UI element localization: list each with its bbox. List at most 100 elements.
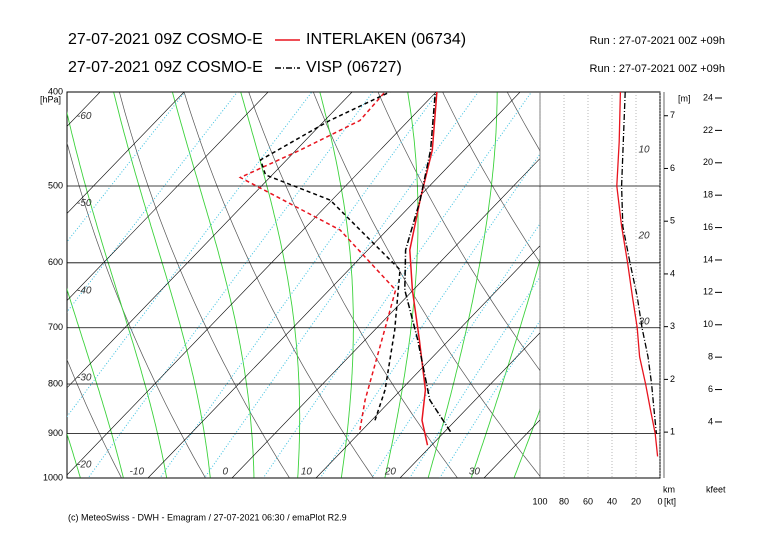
run-label: Run : 27-07-2021 00Z +09h [590,35,725,47]
model-label: 27-07-2021 09Z COSMO-E [68,31,263,48]
moist-adiabat [171,92,255,478]
height-tick-label: 4 [670,268,675,278]
wind-speed-line [620,91,658,434]
isotherm-label: 0 [222,467,228,478]
isotherm-label: 10 [301,467,313,478]
dry-adiabat [687,70,766,498]
feet-label: kfeet [706,484,726,494]
isotherm [67,92,101,127]
y-axis-label: [hPa] [40,94,61,104]
isotherm-label: 20 [384,467,397,478]
wind-tick-label: 20 [631,496,641,506]
height-tick-label: 5 [670,216,675,226]
moist-adiabat [240,92,301,478]
mixing-ratio-line [67,92,238,313]
moist-adiabat [513,408,540,478]
background-lines [0,70,766,498]
dry-adiabat [560,70,766,498]
mixing-ratio-line [371,222,540,478]
isotherm [67,92,269,302]
y-tick-label: 400 [48,86,63,96]
feet-tick-label: 18 [703,190,713,200]
wind-tick-label: 80 [559,496,569,506]
isotherm-label: -60 [77,111,92,122]
isotherm [67,92,185,214]
moist-adiabat [427,92,498,478]
feet-tick-label: 22 [703,125,713,135]
height-tick-label: 3 [670,321,675,331]
dry-adiabat [442,92,540,264]
isotherm [315,245,540,478]
moist-adiabat [67,287,124,478]
moist-adiabat [470,258,540,478]
moist-adiabat [319,92,354,478]
mixing-ratio-line [67,92,186,243]
dry-adiabat [751,70,766,498]
dry-adiabat [248,92,458,478]
wind-tick-label: 40 [607,496,617,506]
y-tick-label: 1000 [43,472,63,482]
dry-adiabat [377,92,540,372]
feet-tick-label: 12 [703,287,713,297]
dry-adiabat [67,358,122,478]
feet-tick-label: 6 [708,384,713,394]
dry-adiabat [0,70,47,498]
dewpoint-line [238,92,397,431]
mixing-ratio-line [319,153,540,478]
feet-tick-label: 24 [703,92,713,102]
isotherm-label: -50 [77,198,92,209]
y-tick-label: 800 [48,378,63,388]
dry-adiabat [312,92,540,477]
mixing-ratio-line [409,275,540,478]
isotherm-label: -20 [77,460,92,471]
moist-adiabat [0,70,44,498]
isotherm [399,332,540,478]
mixing-ratio-line [262,92,533,478]
moist-adiabat [384,92,419,478]
feet-tick-label: 4 [708,416,713,426]
isotherm [147,92,521,478]
height-tick-label: 2 [670,374,675,384]
height-unit: km [663,484,675,494]
y-tick-label: 900 [48,428,63,438]
height-tick-label: 6 [670,163,675,173]
temperature-line [409,92,438,446]
y-tick-label: 600 [48,257,63,267]
wind-tick-label: 60 [583,496,593,506]
mixing-ratio-line [87,92,374,478]
feet-tick-label: 14 [703,254,713,264]
footer: (c) MeteoSwiss - DWH - Emagram / 27-07-2… [68,512,347,522]
wind-tick-label: 100 [532,496,547,506]
side-label: 20 [637,231,650,242]
isotherm [483,419,540,478]
legend-entry: VISP (06727) [306,59,402,76]
side-label: 30 [638,317,650,328]
wind-tick-label: 0 [657,496,662,506]
feet-tick-label: 20 [703,157,713,167]
isotherm-label: -30 [77,372,92,383]
plot-frame [66,91,661,479]
height-label: [m] [678,93,691,103]
dewpoint-line [259,92,401,421]
y-tick-label: 500 [48,180,63,190]
isotherm [67,92,353,389]
isotherm [67,92,437,476]
feet-tick-label: 16 [703,222,713,232]
mixing-ratio-line [203,92,479,478]
dry-adiabat [624,70,766,498]
y-tick-label: 700 [48,322,63,332]
model-label: 27-07-2021 09Z COSMO-E [68,59,263,76]
mixing-ratio-line [67,92,313,418]
dry-adiabat [183,92,374,478]
dry-adiabat [119,92,290,478]
moist-adiabat [548,70,726,498]
side-label: 10 [638,145,650,156]
feet-tick-label: 10 [703,319,713,329]
isotherm-label: 30 [469,467,481,478]
isotherm [231,158,540,478]
mixing-ratio-line [159,92,439,478]
wind-speed-line [616,91,659,457]
temperature-line [404,92,452,433]
wind-axis-label: [kt] [664,496,676,506]
